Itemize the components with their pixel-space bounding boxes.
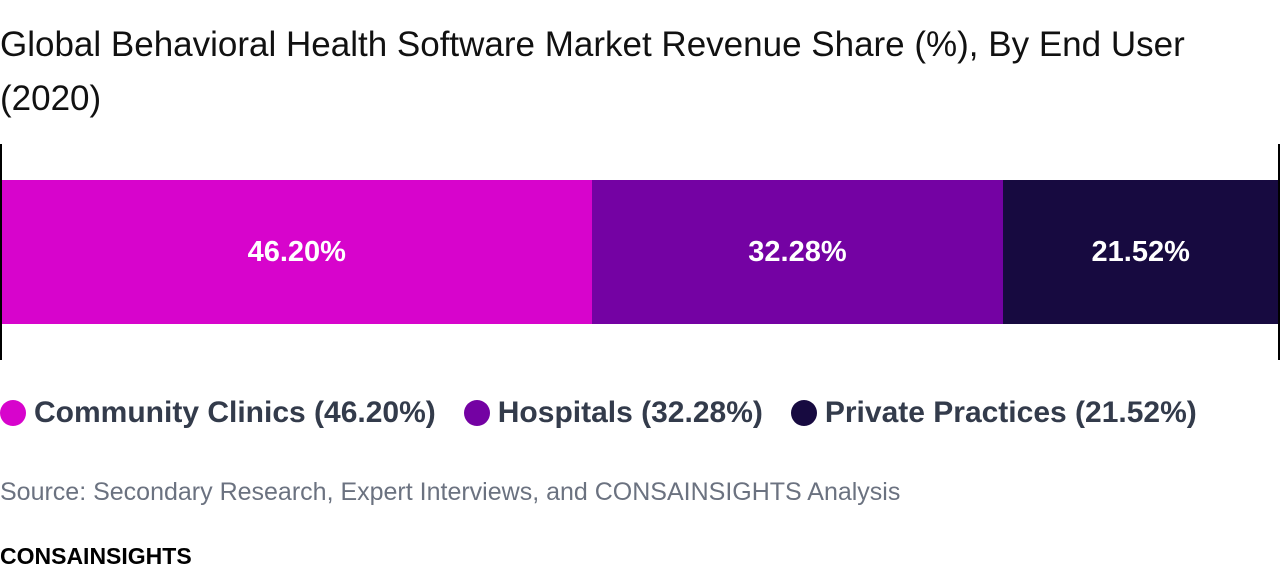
legend-swatch-hospitals [463,400,490,426]
data-label-private-practices: 21.52% [1091,235,1190,268]
legend-swatch-community-clinics [0,400,26,426]
axis-right-line [1278,144,1280,360]
bar-segment-community-clinics: 46.20% [2,180,592,324]
stacked-bar: 46.20% 32.28% 21.52% [2,180,1278,324]
data-label-hospitals: 32.28% [748,235,847,268]
legend-item-community-clinics: Community Clinics (46.20%) [0,396,436,430]
brand-logo: CONSAINSIGHTS [0,543,192,569]
data-label-community-clinics: 46.20% [247,235,346,268]
chart-title: Global Behavioral Health Software Market… [0,25,1185,118]
chart-area: 46.20% 32.28% 21.52% [0,144,1280,360]
legend-label-community-clinics: Community Clinics (46.20%) [34,396,436,429]
legend-item-private-practices: Private Practices (21.52%) [790,396,1197,430]
legend-label-private-practices: Private Practices (21.52%) [824,396,1197,429]
bar-segment-private-practices: 21.52% [1003,180,1278,324]
legend-swatch-private-practices [790,400,817,426]
legend-label-hospitals: Hospitals (32.28%) [497,396,763,429]
source-note: Source: Secondary Research, Expert Inter… [0,478,901,506]
legend-item-hospitals: Hospitals (32.28%) [463,396,763,430]
axis-left-line [0,144,2,360]
legend: Community Clinics (46.20%) Hospitals (32.… [0,396,1225,430]
bar-segment-hospitals: 32.28% [591,180,1004,324]
